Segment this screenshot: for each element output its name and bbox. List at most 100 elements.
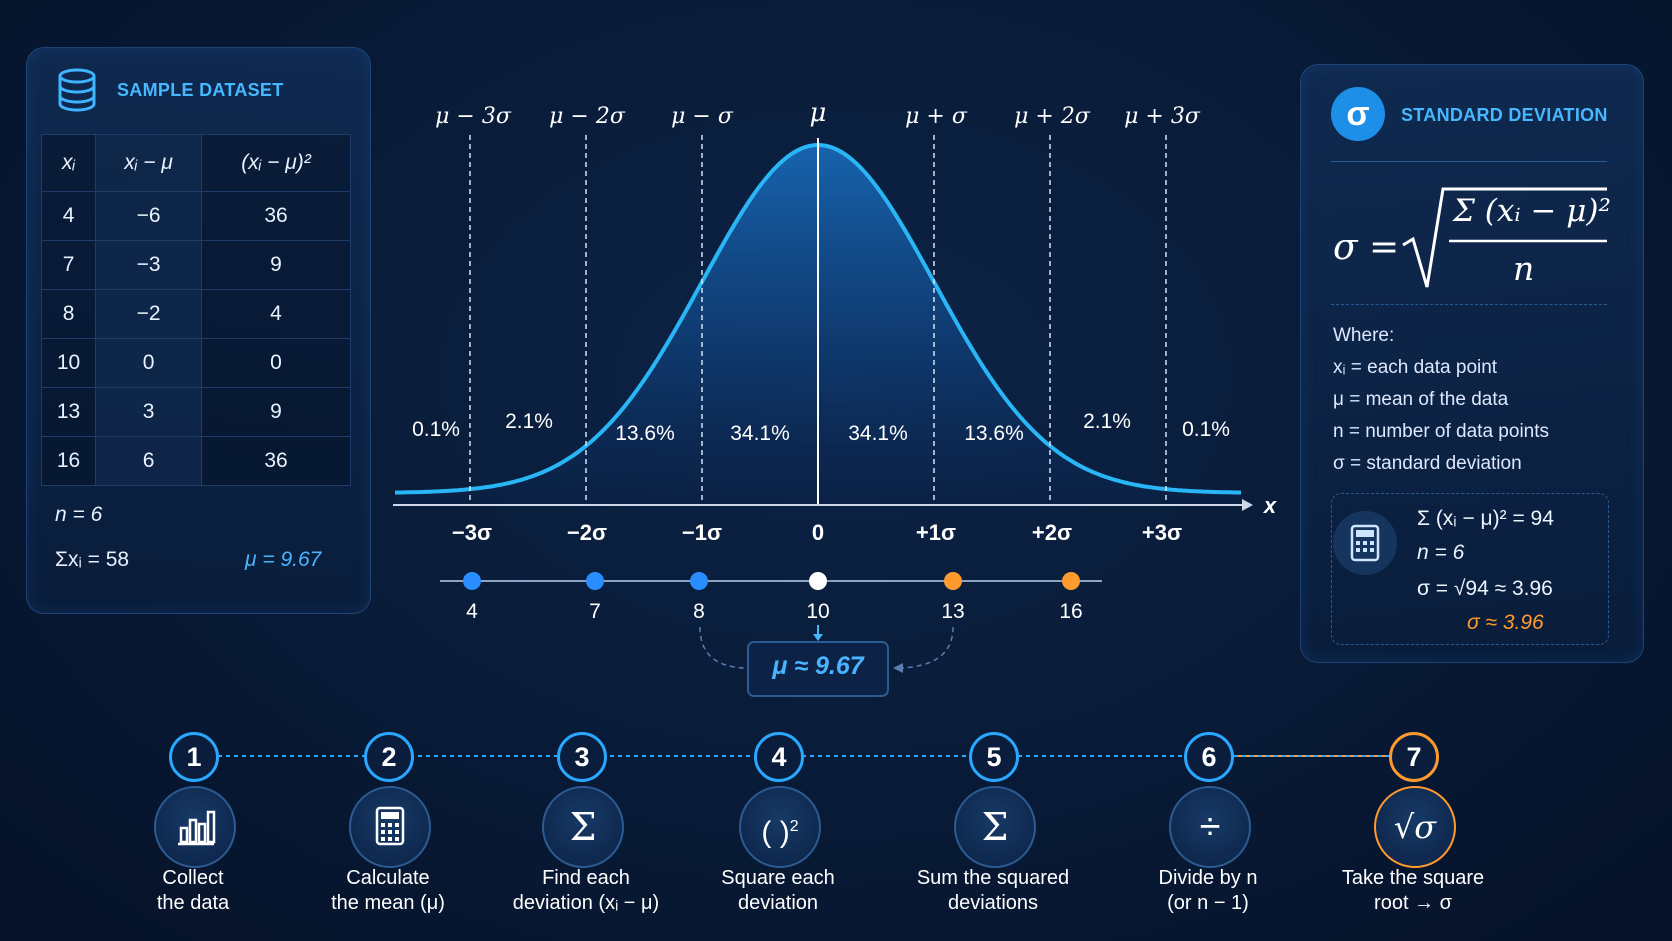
axis-tick-label: 0 (811, 520, 825, 545)
sigma-label-p1: μ + σ (905, 104, 967, 129)
col-header-squared: (xᵢ − μ)² (201, 134, 351, 192)
sum-value: Σxᵢ = 58 (55, 548, 130, 571)
table-row: 7 −3 9 (40, 240, 351, 290)
sigma-label-mu: μ (809, 98, 827, 128)
step-number: 2 (364, 732, 414, 782)
x-axis-label: x (1263, 493, 1277, 518)
definition-item: μ = mean of the data (1333, 389, 1509, 410)
sigma-label-m3: μ − 3σ (435, 104, 511, 129)
axis-tick-label: −2σ (566, 520, 608, 545)
data-point-dot (463, 572, 481, 590)
data-point-label: 13 (941, 600, 965, 623)
step-number: 1 (169, 732, 219, 782)
database-icon (58, 68, 96, 112)
where-label: Where: (1333, 325, 1395, 346)
data-point-dot (809, 572, 827, 590)
data-point-dot (1062, 572, 1080, 590)
bracket-arrow (893, 663, 903, 673)
percent-label: 0.1% (412, 418, 460, 441)
step-label: Take the square root → σ (1341, 867, 1485, 914)
bracket-left (699, 626, 749, 669)
percent-label: 2.1% (505, 410, 553, 433)
axis-tick-label: +3σ (1141, 520, 1183, 545)
sigma-badge-icon: σ (1331, 87, 1385, 141)
col-header-x: xᵢ (40, 134, 97, 192)
cell-x: 8 (40, 289, 97, 339)
cell-deviation: 6 (95, 436, 202, 486)
sum-icon: Σ (954, 786, 1036, 868)
formula-denominator: n (1513, 249, 1535, 288)
mean-value: μ = 9.67 (245, 548, 322, 571)
definition-item: n = number of data points (1333, 421, 1550, 442)
sqrt-icon: √σ (1374, 786, 1456, 868)
calc-sum: Σ (xᵢ − μ)² = 94 (1417, 507, 1554, 530)
result-sigma: σ ≈ 3.96 (1467, 611, 1544, 634)
step-label: Square each deviation (721, 867, 835, 914)
step-number: 5 (969, 732, 1019, 782)
cell-x: 4 (40, 191, 97, 241)
calc-sigma: σ = √94 ≈ 3.96 (1417, 577, 1553, 600)
data-point-label: 16 (1059, 600, 1083, 623)
step-label: Calculate the mean (μ) (331, 867, 445, 914)
sample-dataset-panel: SAMPLE DATASET xᵢ xᵢ − μ (xᵢ − μ)² 4 −6 … (26, 47, 371, 614)
std-dev-title: STANDARD DEVIATION (1401, 105, 1608, 125)
data-point-dot (690, 572, 708, 590)
axis-tick-label: −1σ (681, 520, 723, 545)
divide-icon: ÷ (1169, 786, 1251, 868)
mean-pointer-head (813, 634, 823, 641)
cell-deviation: −3 (95, 240, 202, 290)
square-icon: ( )2 (739, 786, 821, 868)
percent-label: 34.1% (848, 422, 908, 445)
step-number: 6 (1184, 732, 1234, 782)
definition-item: σ = standard deviation (1333, 453, 1522, 474)
data-point-dot (586, 572, 604, 590)
bar-chart-icon (154, 786, 236, 868)
data-point-label: 10 (806, 600, 830, 623)
data-point-dot (944, 572, 962, 590)
n-value: n = 6 (55, 503, 103, 526)
step-label: Sum the squared deviations (916, 867, 1070, 914)
cell-squared: 36 (201, 191, 351, 241)
mean-box-label: μ ≈ 9.67 (772, 652, 864, 680)
cell-squared: 9 (201, 240, 351, 290)
percent-label: 34.1% (730, 422, 790, 445)
definition-item: xᵢ = each data point (1333, 357, 1498, 378)
table-row: 10 0 0 (40, 338, 351, 388)
sigma-label-p3: μ + 3σ (1124, 104, 1200, 129)
cell-x: 10 (40, 338, 97, 388)
data-point-label: 7 (589, 600, 601, 623)
axis-tick-label: −3σ (451, 520, 493, 545)
sigma-label-p2: μ + 2σ (1014, 104, 1090, 129)
mean-box (747, 641, 889, 697)
percent-label: 0.1% (1182, 418, 1230, 441)
dataset-title: SAMPLE DATASET (117, 80, 284, 100)
percent-label: 13.6% (615, 422, 675, 445)
data-point-label: 8 (693, 600, 705, 623)
data-point-label: 4 (466, 600, 478, 623)
calculation-box (1331, 493, 1609, 645)
cell-deviation: −2 (95, 289, 202, 339)
calculator-icon (1333, 511, 1397, 575)
cell-squared: 4 (201, 289, 351, 339)
axis-tick-label: +2σ (1031, 520, 1073, 545)
table-row: 4 −6 36 (40, 191, 351, 241)
cell-x: 16 (40, 436, 97, 486)
standard-deviation-panel: σ STANDARD DEVIATION σ = Σ (xᵢ − μ)² n W… (1300, 64, 1644, 663)
percent-label: 2.1% (1083, 410, 1131, 433)
step-number: 4 (754, 732, 804, 782)
sqrt-symbol (1402, 187, 1607, 288)
formula-lhs: σ = (1333, 227, 1400, 268)
sigma-label-m2: μ − 2σ (549, 104, 625, 129)
cell-squared: 36 (201, 436, 351, 486)
percent-label: 13.6% (964, 422, 1024, 445)
cell-squared: 0 (201, 338, 351, 388)
table-row: 8 −2 4 (40, 289, 351, 339)
cell-x: 13 (40, 387, 97, 437)
step-label: Find each deviation (xᵢ − μ) (512, 867, 660, 914)
sigma-label-m1: μ − σ (671, 104, 733, 129)
calculator-icon (349, 786, 431, 868)
x-axis-arrow (1242, 499, 1253, 511)
cell-deviation: 3 (95, 387, 202, 437)
formula-numerator: Σ (xᵢ − μ)² (1453, 193, 1611, 229)
cell-deviation: 0 (95, 338, 202, 388)
